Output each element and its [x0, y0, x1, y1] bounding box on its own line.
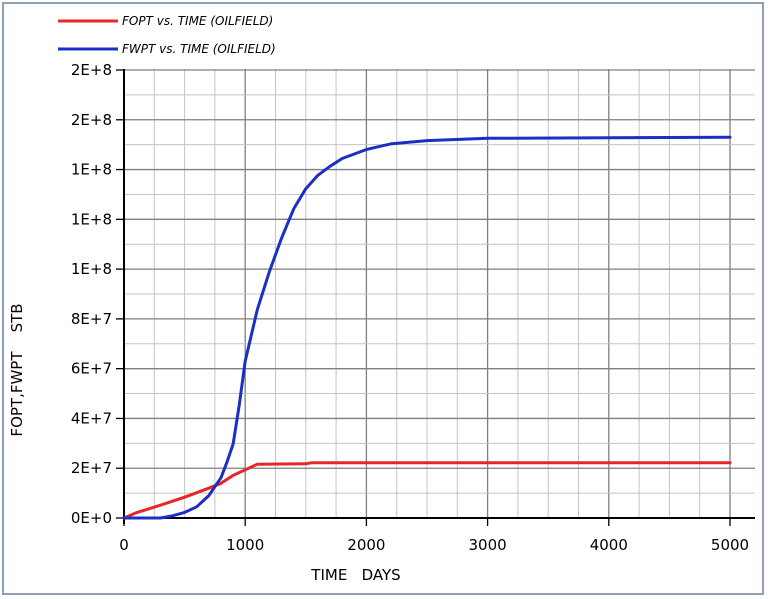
y-axis-label: FOPT,FWPT STB	[8, 303, 26, 436]
x-tick-label: 5000	[711, 536, 749, 554]
x-axis-ticks: 0 1000 2000 3000 4000 5000	[119, 518, 749, 554]
y-tick-label: 2E+7	[71, 459, 112, 477]
series-line-fopt	[122, 461, 732, 520]
y-tick-label: 2E+8	[71, 111, 112, 129]
series-line-fwpt	[122, 135, 732, 520]
x-tick-label: 2000	[347, 536, 385, 554]
x-tick-label: 3000	[469, 536, 507, 554]
x-axis-label: TIME DAYS	[310, 566, 400, 584]
y-tick-label: 4E+7	[71, 409, 112, 427]
x-tick-label: 4000	[590, 536, 628, 554]
axes	[123, 69, 755, 524]
series-lines	[122, 135, 732, 520]
y-tick-label: 8E+7	[71, 310, 112, 328]
x-tick-label: 1000	[226, 536, 264, 554]
y-tick-label: 1E+8	[71, 260, 112, 278]
y-tick-label: 2E+8	[71, 61, 112, 79]
legend-label: FWPT vs. TIME (OILFIELD)	[122, 42, 276, 56]
y-tick-label: 0E+0	[71, 509, 112, 527]
y-tick-label: 6E+7	[71, 360, 112, 378]
y-tick-label: 1E+8	[71, 210, 112, 228]
y-axis-ticks: 0E+0 2E+7 4E+7 6E+7 8E+7 1E+8 1E+8 1E+8 2E+8 2E+8	[71, 61, 124, 527]
legend: FOPT vs. TIME (OILFIELD) FWPT vs. TIME (O…	[58, 14, 276, 56]
y-tick-label: 1E+8	[71, 161, 112, 179]
x-tick-label: 0	[119, 536, 129, 554]
legend-label: FOPT vs. TIME (OILFIELD)	[122, 14, 273, 28]
